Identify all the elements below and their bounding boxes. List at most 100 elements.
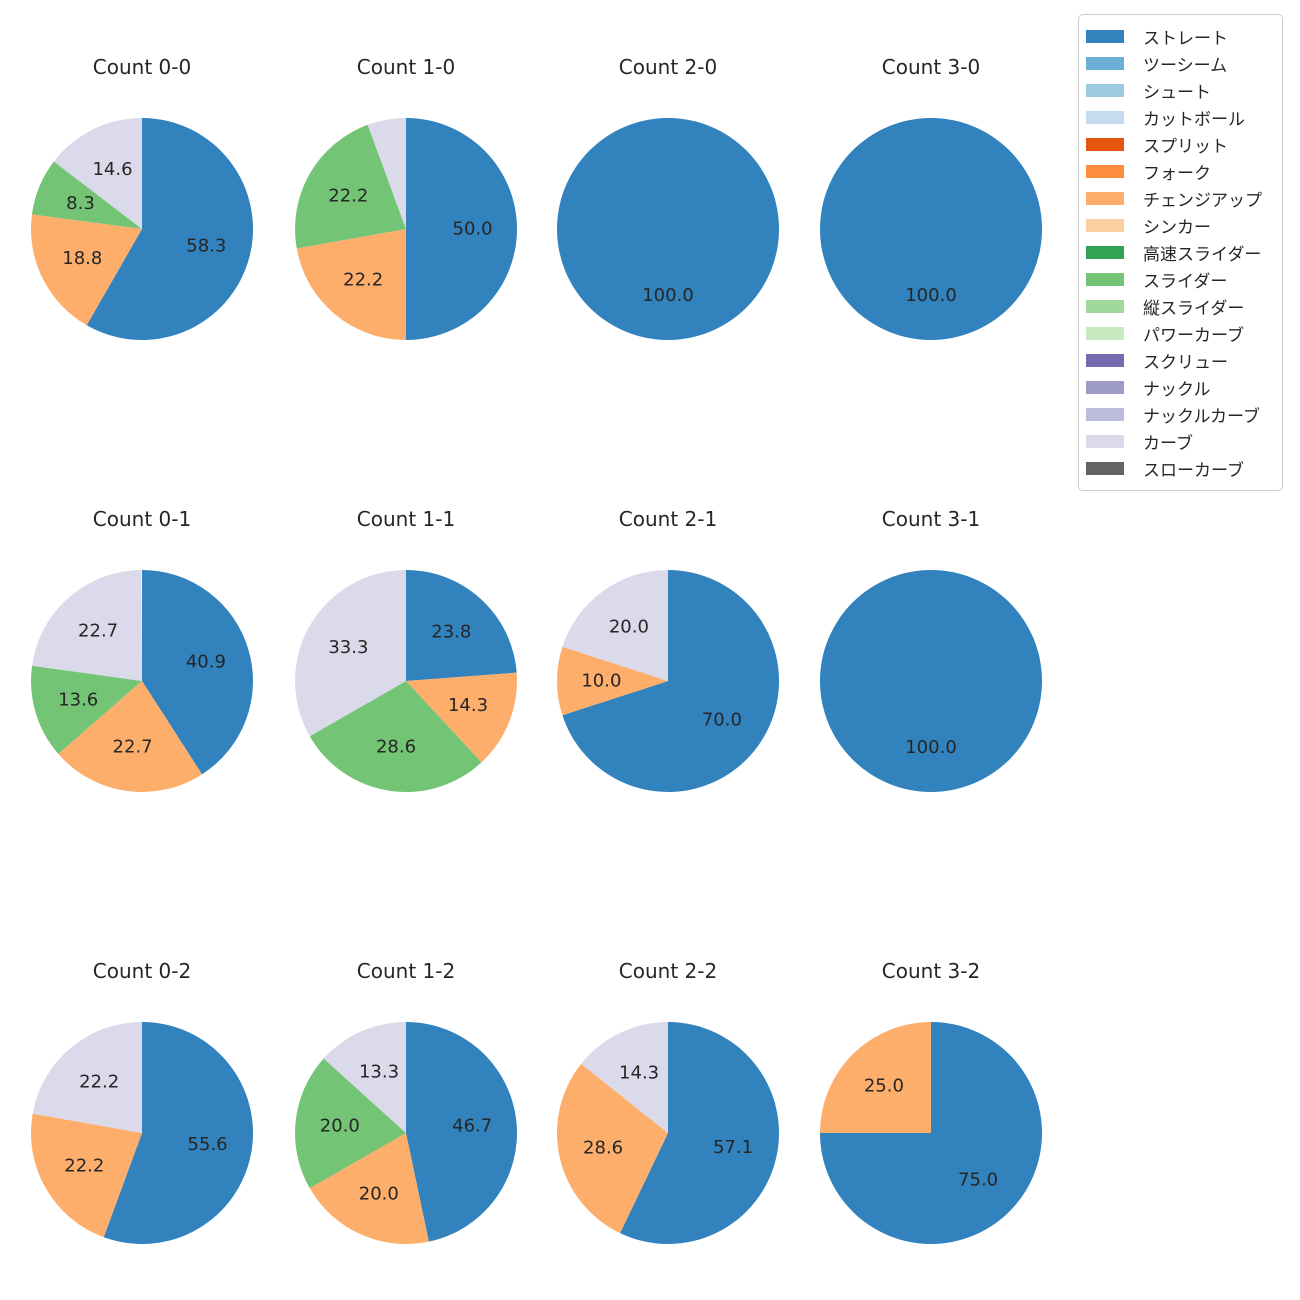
pie-pct-label: 46.7 <box>452 1116 492 1137</box>
legend-item: 縦スライダー <box>1086 293 1272 320</box>
legend-label: スプリット <box>1143 137 1228 157</box>
legend-swatch <box>1086 462 1124 475</box>
pie-title: Count 1-2 <box>356 959 456 983</box>
pie-chart-count-3-2: Count 3-2 75.0 25.0 <box>799 958 1063 1300</box>
pie-slice-カーブ <box>295 570 406 737</box>
legend: ストレート ツーシーム シュート カットボール スプリット フォーク チェンジアップ シンカー… <box>1078 14 1283 491</box>
legend-swatch <box>1086 408 1124 421</box>
legend-label: ナックル <box>1143 380 1211 400</box>
pie-title: Count 2-1 <box>618 507 718 531</box>
pie-title: Count 0-1 <box>92 507 192 531</box>
legend-label: チェンジアップ <box>1143 191 1262 211</box>
legend-swatch <box>1086 219 1124 232</box>
pie-slice-カーブ <box>562 570 668 681</box>
pie-slice-カーブ <box>32 570 143 681</box>
pie-slice-カーブ <box>32 1022 142 1133</box>
pie-slice-スライダー <box>309 681 482 792</box>
pie-slice-スライダー <box>31 665 142 754</box>
pie-pct-label: 57.1 <box>713 1137 753 1158</box>
legend-label: カットボール <box>1143 110 1245 130</box>
legend-item: フォーク <box>1086 158 1272 185</box>
legend-item: ストレート <box>1086 23 1272 50</box>
pie-pct-label: 18.8 <box>62 248 102 269</box>
legend-swatch <box>1086 435 1124 448</box>
pie-pct-label: 22.2 <box>343 270 383 291</box>
pie-count-3-1: 100.0 <box>820 570 1042 792</box>
pie-slice-ストレート <box>406 118 517 340</box>
legend-item: スライダー <box>1086 266 1272 293</box>
pie-slice-チェンジアップ <box>820 1022 931 1133</box>
pie-pct-label: 22.2 <box>328 185 368 206</box>
pie-pct-label: 22.7 <box>78 620 118 641</box>
pie-chart-count-1-2: Count 1-2 46.7 20.0 20.0 13.3 <box>274 958 538 1300</box>
legend-label: ナックルカーブ <box>1143 407 1260 427</box>
pie-pct-label: 20.0 <box>320 1115 360 1136</box>
legend-item: シンカー <box>1086 212 1272 239</box>
pie-pct-label: 8.3 <box>66 193 95 214</box>
legend-item: スプリット <box>1086 131 1272 158</box>
legend-item: カットボール <box>1086 104 1272 131</box>
legend-item: カーブ <box>1086 428 1272 455</box>
pie-slice-ストレート <box>86 118 254 340</box>
pie-pct-label: 20.0 <box>609 617 649 638</box>
pie-count-0-0: 58.3 18.8 8.3 14.6 <box>30 118 254 340</box>
legend-label: ストレート <box>1143 29 1228 49</box>
pie-chart-count-2-2: Count 2-2 57.1 28.6 14.3 <box>536 958 800 1300</box>
pie-slice-チェンジアップ <box>309 1133 429 1244</box>
pie-pct-label: 10.0 <box>581 671 621 692</box>
pie-slice-ストレート <box>142 570 253 775</box>
pie-slice-ストレート <box>620 1022 779 1244</box>
pie-chart-count-0-2: Count 0-2 55.6 22.2 22.2 <box>10 958 274 1300</box>
pie-slice-ストレート <box>103 1022 253 1244</box>
pie-pct-label: 14.3 <box>619 1063 659 1084</box>
legend-label: パワーカーブ <box>1143 326 1244 346</box>
pie-pct-label: 13.3 <box>359 1062 399 1083</box>
legend-swatch <box>1086 192 1124 205</box>
pie-slice-カーブ <box>323 1022 406 1133</box>
pie-title: Count 2-0 <box>618 55 718 79</box>
pie-slice-ストレート <box>406 1022 517 1242</box>
legend-label: シンカー <box>1143 218 1211 238</box>
legend-swatch <box>1086 111 1124 124</box>
legend-label: ツーシーム <box>1143 56 1228 76</box>
pie-pct-label: 58.3 <box>186 236 226 257</box>
legend-label: スライダー <box>1143 272 1228 292</box>
pie-chart-count-3-0: Count 3-0 100.0 <box>799 54 1063 474</box>
pie-chart-count-1-1: Count 1-1 23.8 14.3 28.6 33.3 <box>274 506 538 926</box>
legend-label: フォーク <box>1143 164 1211 184</box>
pie-slice-カーブ <box>53 118 142 229</box>
pie-title: Count 1-1 <box>356 507 456 531</box>
pie-pct-label: 13.6 <box>58 690 98 711</box>
pie-count-2-0: 100.0 <box>557 118 779 340</box>
pie-pct-label: 100.0 <box>905 737 957 758</box>
legend-label: 高速スライダー <box>1143 245 1262 265</box>
pie-pct-label: 22.7 <box>113 736 153 757</box>
legend-item: ナックルカーブ <box>1086 401 1272 428</box>
pie-slice-スライダー <box>31 161 142 229</box>
pie-title: Count 3-0 <box>881 55 981 79</box>
pie-count-1-1: 23.8 14.3 28.6 33.3 <box>295 570 517 792</box>
pie-title: Count 2-2 <box>618 959 718 983</box>
pie-title: Count 1-0 <box>356 55 456 79</box>
pie-pct-label: 14.3 <box>448 695 488 716</box>
legend-swatch <box>1086 165 1124 178</box>
legend-swatch <box>1086 138 1124 151</box>
legend-item: チェンジアップ <box>1086 185 1272 212</box>
pie-chart-count-0-0: Count 0-0 58.3 18.8 8.3 14.6 <box>10 54 274 474</box>
pie-pct-label: 100.0 <box>905 285 957 306</box>
pie-pct-label: 20.0 <box>359 1183 399 1204</box>
legend-swatch <box>1086 300 1124 313</box>
pie-pct-label: 50.0 <box>453 219 493 240</box>
legend-item: パワーカーブ <box>1086 320 1272 347</box>
pie-pct-label: 22.2 <box>64 1156 104 1177</box>
legend-swatch <box>1086 246 1124 259</box>
pie-slice-カーブ <box>581 1022 668 1133</box>
pie-pct-label: 25.0 <box>864 1075 904 1096</box>
pie-title: Count 3-2 <box>881 959 981 983</box>
pie-pct-label: 28.6 <box>376 736 416 757</box>
legend-swatch <box>1086 30 1124 43</box>
pie-chart-count-2-0: Count 2-0 100.0 <box>536 54 800 474</box>
pie-pct-label: 22.2 <box>79 1072 119 1093</box>
legend-label: カーブ <box>1143 434 1193 454</box>
legend-item: ナックル <box>1086 374 1272 401</box>
